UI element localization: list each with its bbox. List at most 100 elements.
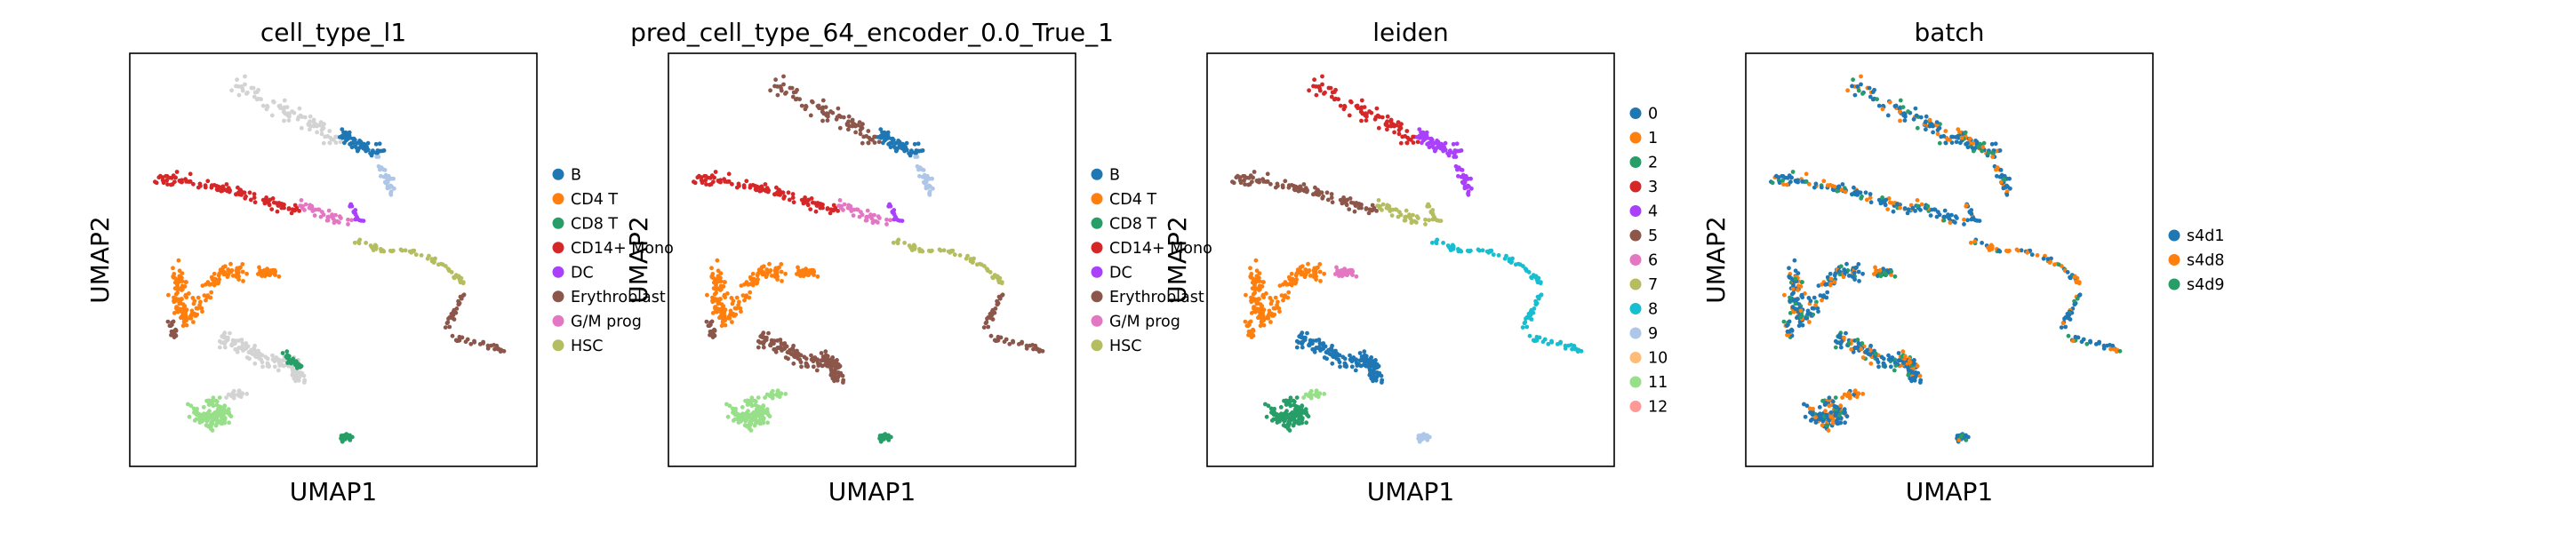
data-point — [1796, 178, 1800, 183]
data-point — [777, 192, 781, 197]
data-point — [1451, 141, 1456, 147]
data-point — [239, 338, 244, 342]
data-point — [1316, 394, 1321, 400]
data-point — [173, 276, 179, 282]
data-point — [271, 99, 276, 105]
plot-frame — [129, 52, 538, 467]
data-point — [1817, 405, 1822, 410]
data-point — [1870, 90, 1876, 94]
data-point — [243, 74, 247, 79]
data-point — [184, 280, 188, 284]
data-point — [783, 355, 788, 360]
data-point — [1341, 195, 1346, 200]
data-point — [882, 135, 887, 140]
data-point — [1878, 274, 1884, 279]
data-point — [292, 360, 297, 365]
data-point — [1789, 175, 1794, 180]
data-point — [1374, 209, 1379, 213]
data-point — [214, 399, 220, 404]
data-point — [1825, 282, 1829, 287]
data-point — [1329, 347, 1334, 353]
data-point — [311, 117, 316, 123]
data-point — [766, 330, 771, 336]
data-point — [222, 403, 228, 409]
data-point — [1868, 352, 1873, 357]
data-point — [1260, 284, 1265, 289]
data-point — [893, 140, 899, 146]
data-point — [1529, 274, 1533, 280]
data-point — [1777, 180, 1782, 186]
data-point — [257, 265, 261, 270]
data-point — [1962, 217, 1966, 222]
data-point — [1813, 303, 1818, 307]
data-point — [1520, 325, 1525, 330]
data-point — [180, 288, 184, 292]
data-point — [1284, 402, 1290, 407]
data-point — [1305, 330, 1309, 336]
data-point — [920, 249, 925, 254]
data-point — [230, 340, 236, 346]
data-point — [1826, 428, 1831, 433]
data-point — [757, 421, 763, 426]
data-point — [1849, 338, 1854, 343]
data-point — [716, 301, 721, 306]
data-point — [1366, 211, 1372, 216]
data-point — [1253, 258, 1259, 263]
data-point — [1807, 320, 1812, 324]
data-point — [1454, 141, 1460, 147]
data-point — [1850, 192, 1854, 197]
data-point — [1522, 321, 1527, 326]
data-point — [388, 189, 394, 195]
data-point — [1868, 343, 1874, 348]
data-point — [1964, 433, 1968, 438]
data-point — [1799, 292, 1804, 298]
data-point — [866, 140, 871, 146]
data-point — [1898, 98, 1903, 103]
data-point — [733, 406, 738, 411]
data-point — [837, 125, 843, 131]
legend-marker — [552, 339, 564, 352]
data-point — [1914, 113, 1919, 118]
data-point — [1362, 105, 1367, 109]
legend-marker — [1091, 314, 1103, 327]
data-point — [1408, 216, 1413, 221]
data-point — [229, 88, 234, 93]
data-point — [1350, 357, 1356, 362]
data-point — [775, 92, 780, 98]
data-point — [1928, 213, 1933, 219]
data-point — [1260, 314, 1265, 320]
data-point — [740, 414, 746, 419]
data-point — [1348, 200, 1354, 205]
data-point — [240, 341, 245, 346]
data-point — [1787, 319, 1792, 324]
data-point — [1870, 97, 1876, 102]
data-point — [902, 241, 907, 245]
data-point — [1909, 370, 1915, 376]
data-point — [777, 346, 782, 351]
data-point — [736, 420, 741, 425]
data-point — [230, 274, 236, 278]
data-point — [1411, 140, 1416, 146]
data-point — [1812, 185, 1817, 190]
legend-marker — [1091, 217, 1103, 229]
data-point — [2041, 256, 2046, 261]
data-point — [348, 203, 353, 208]
data-point — [1800, 280, 1804, 284]
legend-label: 2 — [1648, 155, 1658, 172]
legend-label: 10 — [1648, 350, 1668, 368]
data-point — [812, 269, 817, 274]
data-point — [1802, 402, 1806, 407]
data-point — [763, 182, 768, 187]
data-point — [356, 218, 362, 223]
data-point — [1303, 392, 1308, 397]
data-point — [2072, 274, 2077, 280]
data-point — [1502, 256, 1508, 261]
data-point — [182, 308, 188, 314]
data-point — [326, 208, 332, 213]
data-point — [2065, 312, 2070, 316]
data-point — [1892, 357, 1898, 362]
data-point — [1888, 364, 1893, 370]
data-point — [1837, 335, 1843, 340]
data-point — [1275, 303, 1279, 307]
data-point — [1275, 181, 1280, 187]
